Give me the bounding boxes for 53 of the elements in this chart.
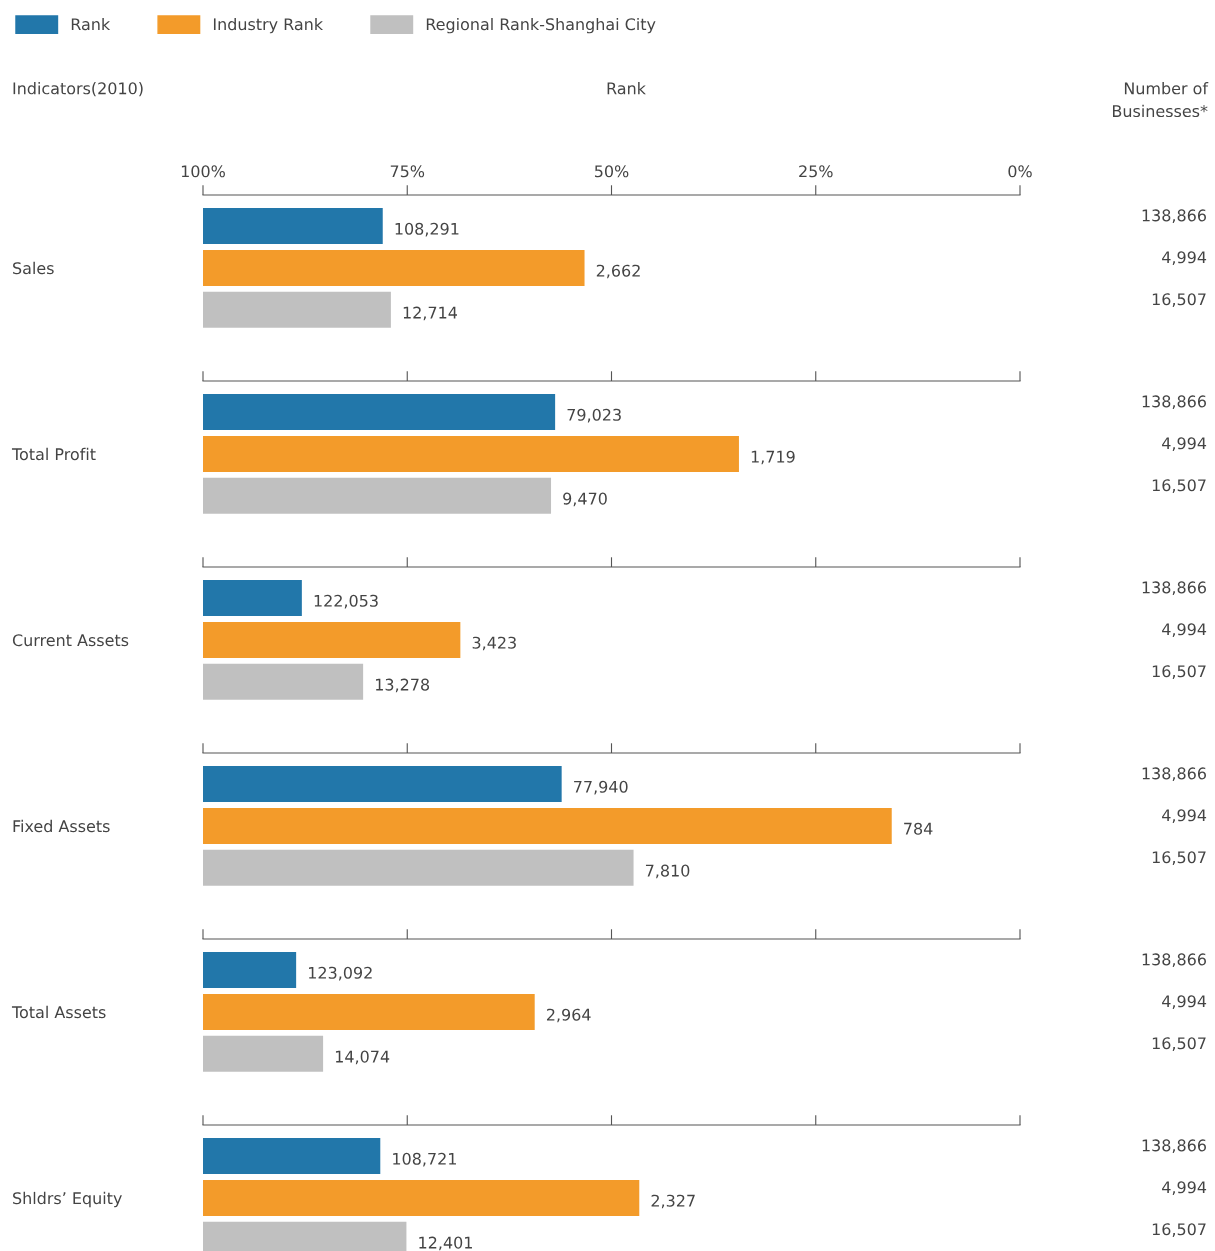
legend-label: Rank xyxy=(71,17,111,31)
x-tick-label: 75% xyxy=(390,165,425,178)
text: 4,994 xyxy=(1162,437,1207,451)
annotation: 14,074 xyxy=(335,1050,390,1065)
annotation: 2,662 xyxy=(596,264,640,279)
annotation: 77,940 xyxy=(574,780,628,795)
y-tick-label: Fixed Assets xyxy=(13,819,110,833)
x-tick-label: 100% xyxy=(181,165,225,178)
text: 138,866 xyxy=(1142,209,1206,224)
annotation: 2,327 xyxy=(651,1194,695,1209)
text: 138,866 xyxy=(1142,395,1206,410)
text: 4,994 xyxy=(1162,623,1207,637)
text: 138,866 xyxy=(1142,953,1206,968)
legend-label: Industry Rank xyxy=(213,17,324,34)
text: 138,866 xyxy=(1142,767,1206,782)
annotation: 79,023 xyxy=(567,408,621,423)
text: 16,507 xyxy=(1152,665,1206,679)
annotation: 2,964 xyxy=(546,1008,591,1023)
text: Indicators(2010) xyxy=(13,82,143,97)
y-tick-label: Sales xyxy=(13,261,54,275)
text: 4,994 xyxy=(1162,995,1207,1009)
y-tick-label: Total Profit xyxy=(11,447,96,461)
text: 138,866 xyxy=(1142,581,1206,596)
text: 16,507 xyxy=(1152,293,1206,307)
y-tick-label: Shldrs’ Equity xyxy=(13,1191,122,1208)
x-tick-label: 25% xyxy=(799,165,833,178)
text: 4,994 xyxy=(1162,251,1207,265)
legend-label: Regional Rank-Shanghai City xyxy=(426,17,656,34)
annotation: 3,423 xyxy=(472,636,516,651)
y-tick-label: Current Assets xyxy=(12,634,129,647)
annotation: 7,810 xyxy=(645,864,690,879)
text: 16,507 xyxy=(1152,479,1206,493)
annotation: 9,470 xyxy=(563,492,607,507)
x-tick-label: 0% xyxy=(1008,165,1032,178)
x-tick-label: 50% xyxy=(594,165,629,178)
annotation: 108,291 xyxy=(395,222,459,237)
text: Number of Businesses* xyxy=(1113,82,1209,118)
annotation: 12,714 xyxy=(403,306,458,321)
text: 16,507 xyxy=(1152,1037,1206,1051)
annotation: 13,278 xyxy=(376,678,430,693)
text: 4,994 xyxy=(1162,809,1207,823)
annotation: 784 xyxy=(904,822,933,835)
text: 4,994 xyxy=(1162,1181,1207,1195)
text: 16,507 xyxy=(1152,1223,1206,1237)
text: Rank xyxy=(607,82,646,95)
annotation: 12,401 xyxy=(419,1236,472,1251)
annotation: 122,053 xyxy=(314,594,378,609)
annotation: 1,719 xyxy=(751,450,795,465)
annotation: 123,092 xyxy=(309,966,372,981)
text: 138,866 xyxy=(1142,1139,1206,1154)
text: 16,507 xyxy=(1152,851,1206,865)
annotation: 108,721 xyxy=(393,1152,456,1167)
y-tick-label: Total Assets xyxy=(11,1005,106,1019)
